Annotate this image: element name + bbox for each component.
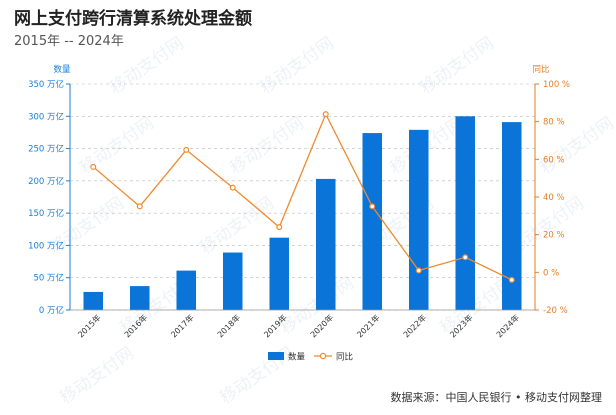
left-axis-title: 数量: [53, 64, 71, 75]
legend-label-line: 同比: [336, 352, 353, 363]
yoy-point-2019年: [276, 224, 283, 231]
left-tick-label: 0 万亿: [39, 305, 64, 316]
x-tick-label: 2017年: [169, 312, 196, 339]
right-tick-label: -20 %: [543, 306, 568, 316]
watermark-text: 移动支付网: [57, 343, 138, 408]
yoy-point-2021年: [369, 203, 376, 210]
chart-subtitle: 2015年 -- 2024年: [14, 34, 124, 49]
right-tick-label: 80 %: [543, 118, 565, 128]
legend-swatch-marker: [319, 352, 327, 360]
yoy-point-2015年: [90, 163, 97, 170]
right-axis-title: 同比: [532, 64, 549, 75]
yoy-point-2024年: [508, 276, 515, 283]
bar-2018年: [222, 252, 243, 310]
chart-title: 网上支付跨行清算系统处理金额: [14, 9, 252, 29]
bar-2023年: [455, 116, 476, 311]
legend-label-bars: 数量: [288, 352, 306, 363]
right-tick-label: 60 %: [543, 155, 565, 165]
left-tick-label: 150 万亿: [28, 208, 64, 219]
left-tick-label: 350 万亿: [28, 79, 64, 90]
data-source-note: 数据来源：中国人民银行 • 移动支付网整理: [390, 391, 602, 404]
yoy-point-2020年: [322, 111, 329, 118]
left-tick-label: 200 万亿: [28, 176, 64, 187]
line-series: [90, 111, 515, 283]
watermark-text: 移动支付网: [197, 193, 278, 258]
bar-2020年: [315, 178, 336, 310]
watermark-text: 移动支付网: [417, 33, 498, 98]
bar-2021年: [362, 133, 383, 310]
legend: 数量 同比: [268, 352, 353, 363]
x-tick-label: 2018年: [215, 312, 242, 339]
bar-2019年: [269, 237, 290, 310]
right-tick-label: 0 %: [543, 268, 559, 278]
left-tick-label: 250 万亿: [28, 144, 64, 155]
left-tick-label: 100 万亿: [28, 240, 64, 251]
x-tick-label: 2022年: [401, 312, 428, 339]
bar-2015年: [83, 291, 104, 310]
watermark-text: 移动支付网: [217, 343, 298, 408]
watermark-text: 移动支付网: [257, 33, 338, 98]
legend-swatch-bars: [268, 352, 284, 360]
bar-2024年: [501, 122, 522, 311]
yoy-point-2023年: [462, 254, 469, 261]
right-tick-label: 100 %: [543, 80, 570, 90]
bar-2016年: [129, 286, 150, 310]
bar-2017年: [176, 270, 197, 310]
left-tick-label: 300 万亿: [28, 111, 64, 122]
right-tick-label: 20 %: [543, 231, 565, 241]
watermark-text: 移动支付网: [227, 113, 308, 178]
right-tick-label: 40 %: [543, 193, 565, 203]
yoy-point-2016年: [136, 203, 143, 210]
watermark-text: 移动支付网: [77, 113, 158, 178]
x-tick-label: 2021年: [355, 312, 382, 339]
yoy-point-2017年: [183, 146, 190, 153]
yoy-point-2018年: [229, 184, 236, 191]
bar-series: [83, 116, 522, 311]
watermark-text: 移动支付网: [107, 33, 188, 98]
yoy-point-2022年: [415, 267, 422, 274]
bar-2022年: [408, 129, 429, 310]
x-tick-label: 2024年: [494, 312, 521, 339]
yoy-line: [92, 112, 513, 281]
x-tick-label: 2015年: [76, 312, 103, 339]
left-tick-label: 50 万亿: [33, 273, 64, 284]
